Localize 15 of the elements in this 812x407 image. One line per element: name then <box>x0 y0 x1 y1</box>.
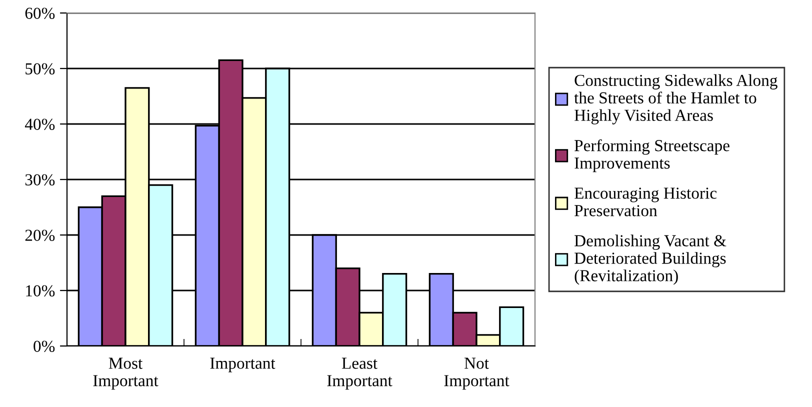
x-tick-label: Not Important <box>444 358 510 390</box>
x-tick-label: Most Important <box>93 358 158 390</box>
y-tick-label: 50% <box>26 63 55 74</box>
y-tick-label: 30% <box>25 174 55 186</box>
legend-label: Encouraging Historic Preservation <box>574 188 717 216</box>
y-tick-label: 0% <box>34 340 55 352</box>
legend-label: Performing Streetscape Improvements <box>574 139 730 172</box>
x-tick-label: Important <box>210 358 276 372</box>
y-tick-label: 20% <box>25 230 55 241</box>
legend-label: Demolishing Vacant & Deteriorated Buildings (Revitalization) <box>574 234 726 285</box>
y-tick-label: 10% <box>26 285 55 296</box>
legend-label: Constructing Sidewalks Along the Streets of the Hamlet to Highly Visited Areas <box>574 74 778 124</box>
y-tick-label: 40% <box>24 118 55 130</box>
y-tick-label: 60% <box>25 8 55 19</box>
x-tick-label: Least Important <box>327 358 392 390</box>
